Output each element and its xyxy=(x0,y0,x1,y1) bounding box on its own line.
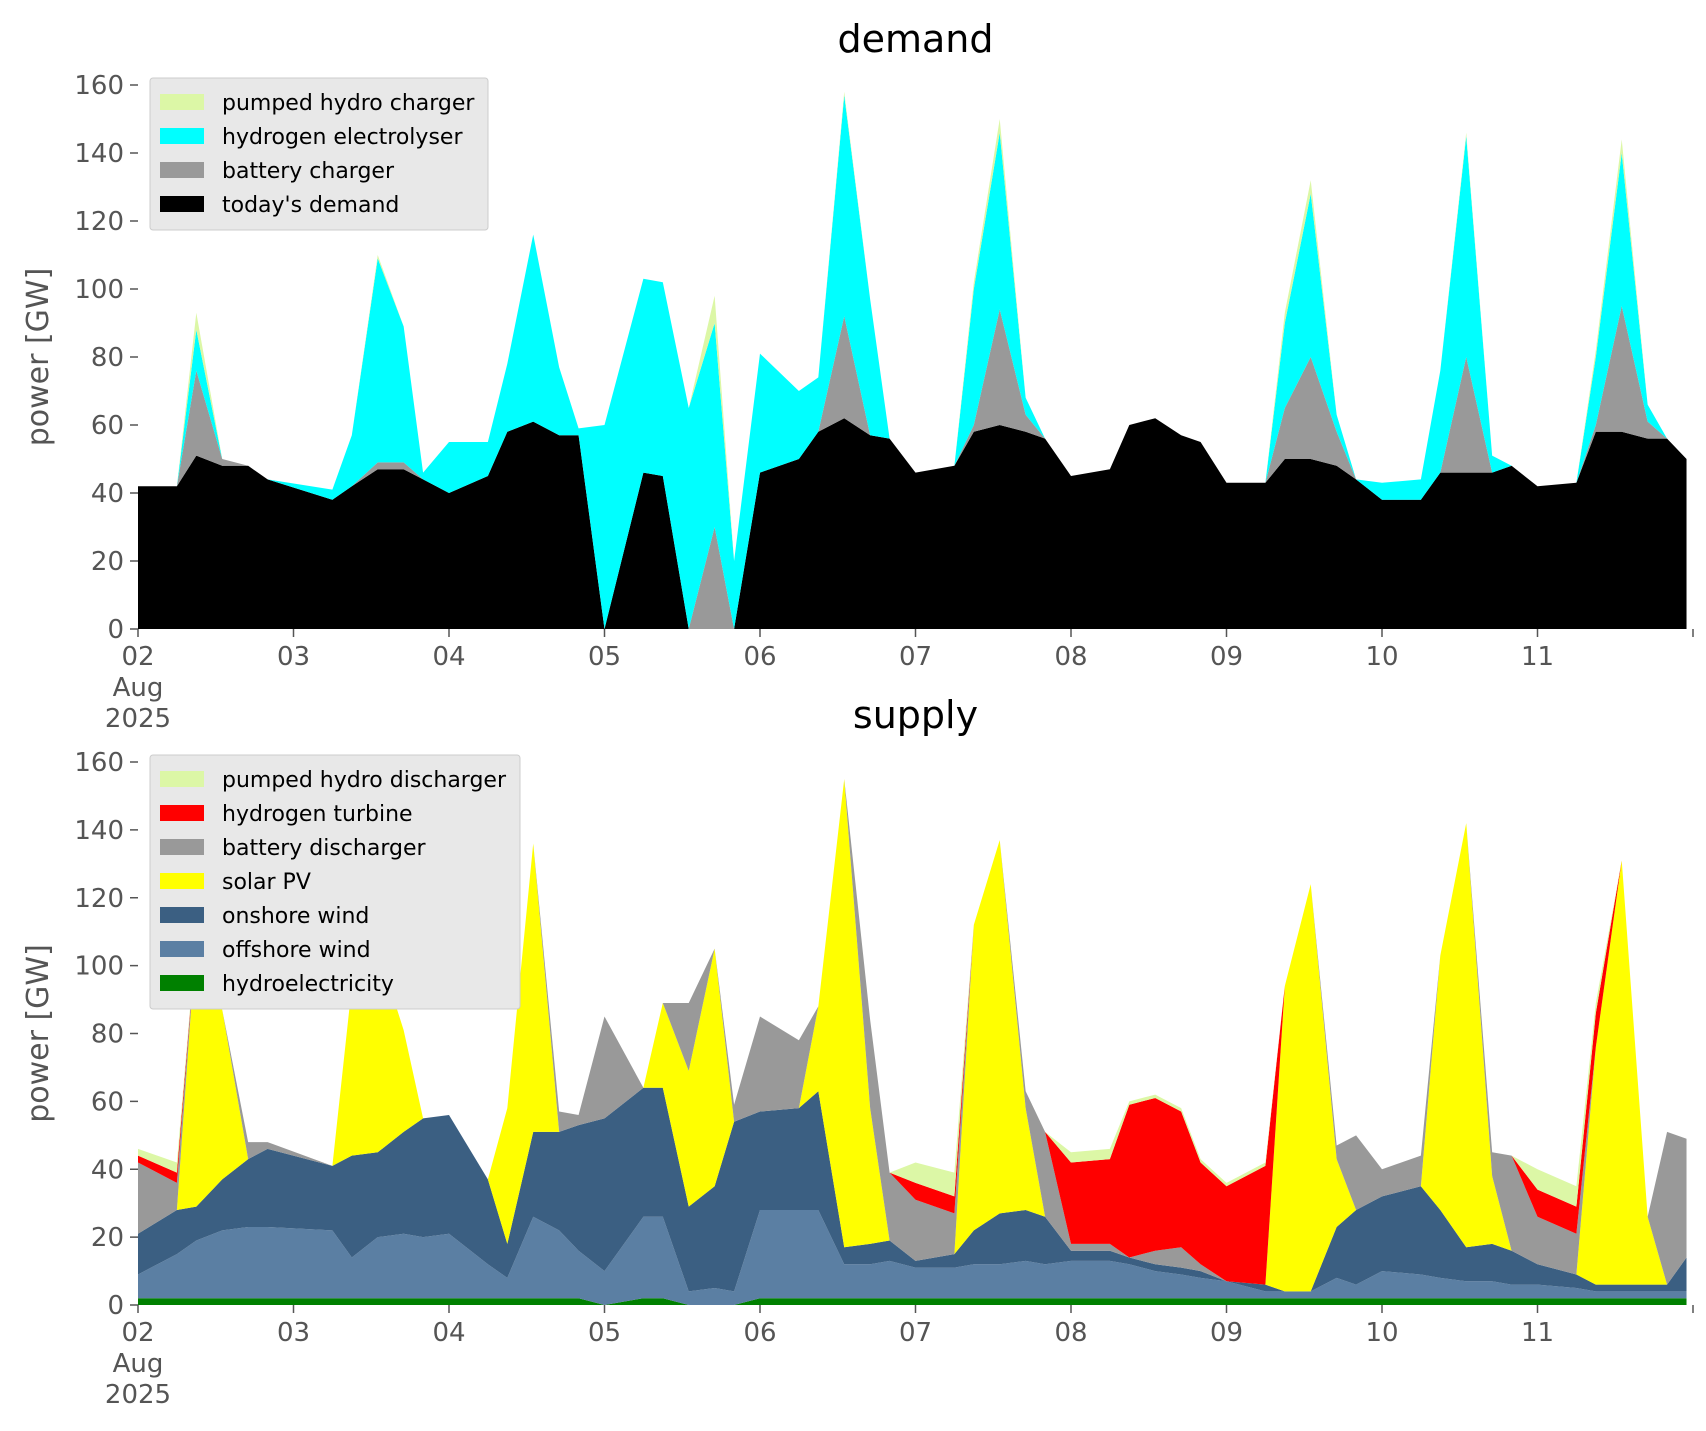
y-tick-label: 80 xyxy=(91,343,124,373)
x-tick-label: 04 xyxy=(432,1318,465,1348)
chart-title: supply xyxy=(853,693,978,737)
legend-swatch xyxy=(160,839,204,855)
area-offshore-wind xyxy=(138,1209,1687,1305)
area-onshore-wind xyxy=(138,1087,1687,1292)
area-battery-discharger xyxy=(138,778,1687,1285)
y-tick-label: 120 xyxy=(74,884,124,914)
area-hydrogen-turbine xyxy=(138,778,1687,1285)
y-tick-label: 60 xyxy=(91,1087,124,1117)
y-tick-label: 40 xyxy=(91,479,124,509)
x-tick-label: 10 xyxy=(1365,642,1398,672)
x-tick-label: 02 xyxy=(121,1318,154,1348)
legend-swatch xyxy=(160,907,204,923)
legend-label: onshore wind xyxy=(222,904,369,929)
x-tick-label: 07 xyxy=(899,642,932,672)
legend-swatch xyxy=(160,873,204,889)
x-tick-label: 02 xyxy=(121,642,154,672)
y-tick-label: 0 xyxy=(107,615,124,645)
chart-title: demand xyxy=(837,17,993,61)
x-tick-label: 03 xyxy=(277,1318,310,1348)
legend-swatch xyxy=(160,771,204,787)
legend-swatch xyxy=(160,94,204,110)
y-tick-label: 100 xyxy=(74,275,124,305)
legend-label: battery charger xyxy=(222,159,395,184)
x-tick-label: 08 xyxy=(1054,642,1087,672)
x-tick-label: 04 xyxy=(432,642,465,672)
area-solar-pv xyxy=(138,778,1687,1292)
x-tick-label: 09 xyxy=(1210,642,1243,672)
y-tick-label: 60 xyxy=(91,411,124,441)
y-axis-label: power [GW] xyxy=(21,268,56,447)
y-axis-label: power [GW] xyxy=(21,944,56,1123)
y-tick-label: 140 xyxy=(74,816,124,846)
legend-swatch xyxy=(160,162,204,178)
legend-box xyxy=(149,754,521,1010)
x-tick-label: 2025 xyxy=(105,704,171,734)
y-tick-label: 160 xyxy=(74,748,124,778)
legend-label: hydroelectricity xyxy=(222,972,394,997)
x-tick-label: Aug xyxy=(113,673,164,703)
y-tick-label: 0 xyxy=(107,1291,124,1321)
y-tick-label: 80 xyxy=(91,1020,124,1050)
x-tick-label: 11 xyxy=(1521,1318,1554,1348)
y-tick-label: 160 xyxy=(74,71,124,101)
y-tick-label: 140 xyxy=(74,139,124,169)
x-tick-label: 06 xyxy=(743,642,776,672)
legend-swatch xyxy=(160,196,204,212)
legend-label: hydrogen turbine xyxy=(222,802,413,827)
x-tick-label: 03 xyxy=(277,642,310,672)
area-today-s-demand xyxy=(138,418,1687,629)
y-tick-label: 20 xyxy=(91,547,124,577)
y-tick-label: 40 xyxy=(91,1155,124,1185)
legend-label: today's demand xyxy=(222,193,399,218)
legend-box xyxy=(149,77,489,231)
y-tick-label: 100 xyxy=(74,952,124,982)
legend-label: hydrogen electrolyser xyxy=(222,125,463,150)
legend-swatch xyxy=(160,128,204,144)
y-tick-label: 120 xyxy=(74,207,124,237)
legend-label: solar PV xyxy=(222,870,311,895)
legend-swatch xyxy=(160,941,204,957)
legend-swatch xyxy=(160,805,204,821)
x-tick-label: 11 xyxy=(1521,642,1554,672)
x-tick-label: 10 xyxy=(1365,1318,1398,1348)
x-tick-label: Aug xyxy=(113,1349,164,1379)
legend-swatch xyxy=(160,975,204,991)
legend-label: offshore wind xyxy=(222,938,371,963)
legend-label: pumped hydro discharger xyxy=(222,768,507,793)
x-tick-label: 05 xyxy=(588,642,621,672)
x-tick-label: 08 xyxy=(1054,1318,1087,1348)
legend-label: pumped hydro charger xyxy=(222,91,475,116)
area-battery-charger xyxy=(138,306,1687,629)
x-tick-label: 2025 xyxy=(105,1380,171,1410)
legend-label: battery discharger xyxy=(222,836,427,861)
area-pumped-hydro-discharger xyxy=(138,778,1687,1217)
x-tick-label: 07 xyxy=(899,1318,932,1348)
y-tick-label: 20 xyxy=(91,1223,124,1253)
area-hydroelectricity xyxy=(138,1298,1687,1305)
x-tick-label: 05 xyxy=(588,1318,621,1348)
x-tick-label: 09 xyxy=(1210,1318,1243,1348)
x-tick-label: 06 xyxy=(743,1318,776,1348)
